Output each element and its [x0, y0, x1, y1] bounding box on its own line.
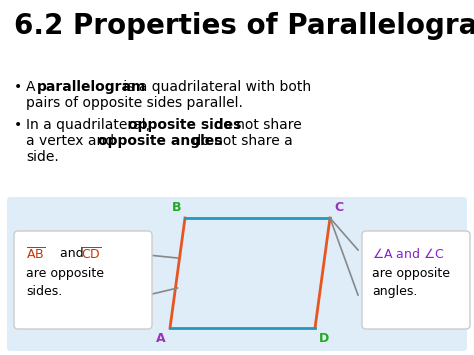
FancyBboxPatch shape	[362, 231, 470, 329]
Text: $\overline{\mathregular{CD}}$: $\overline{\mathregular{CD}}$	[81, 247, 101, 262]
Text: $\overline{\mathregular{AB}}$: $\overline{\mathregular{AB}}$	[26, 247, 45, 262]
Text: sides.: sides.	[26, 285, 62, 298]
Text: are opposite: are opposite	[26, 267, 104, 280]
Text: pairs of opposite sides parallel.: pairs of opposite sides parallel.	[26, 96, 243, 110]
Text: D: D	[319, 332, 329, 345]
Text: opposite sides: opposite sides	[128, 118, 241, 132]
Text: $\angle$A and $\angle$C: $\angle$A and $\angle$C	[372, 247, 445, 261]
Text: do not share: do not share	[210, 118, 302, 132]
Text: a vertex and: a vertex and	[26, 134, 118, 148]
Text: •: •	[14, 118, 22, 132]
Text: parallelogram: parallelogram	[37, 80, 146, 94]
Text: do not share a: do not share a	[188, 134, 293, 148]
Text: C: C	[334, 201, 343, 214]
Text: A: A	[26, 80, 40, 94]
Text: side.: side.	[26, 150, 59, 164]
Text: In a quadrilateral,: In a quadrilateral,	[26, 118, 155, 132]
Text: A: A	[156, 332, 166, 345]
Text: •: •	[14, 80, 22, 94]
Text: angles.: angles.	[372, 285, 418, 298]
Text: B: B	[172, 201, 181, 214]
Text: are opposite: are opposite	[372, 267, 450, 280]
Text: is a quadrilateral with both: is a quadrilateral with both	[119, 80, 311, 94]
Text: opposite angles: opposite angles	[98, 134, 222, 148]
Text: 6.2 Properties of Parallelograms: 6.2 Properties of Parallelograms	[14, 12, 474, 40]
FancyBboxPatch shape	[14, 231, 152, 329]
Text: and: and	[56, 247, 88, 260]
FancyBboxPatch shape	[7, 197, 467, 351]
